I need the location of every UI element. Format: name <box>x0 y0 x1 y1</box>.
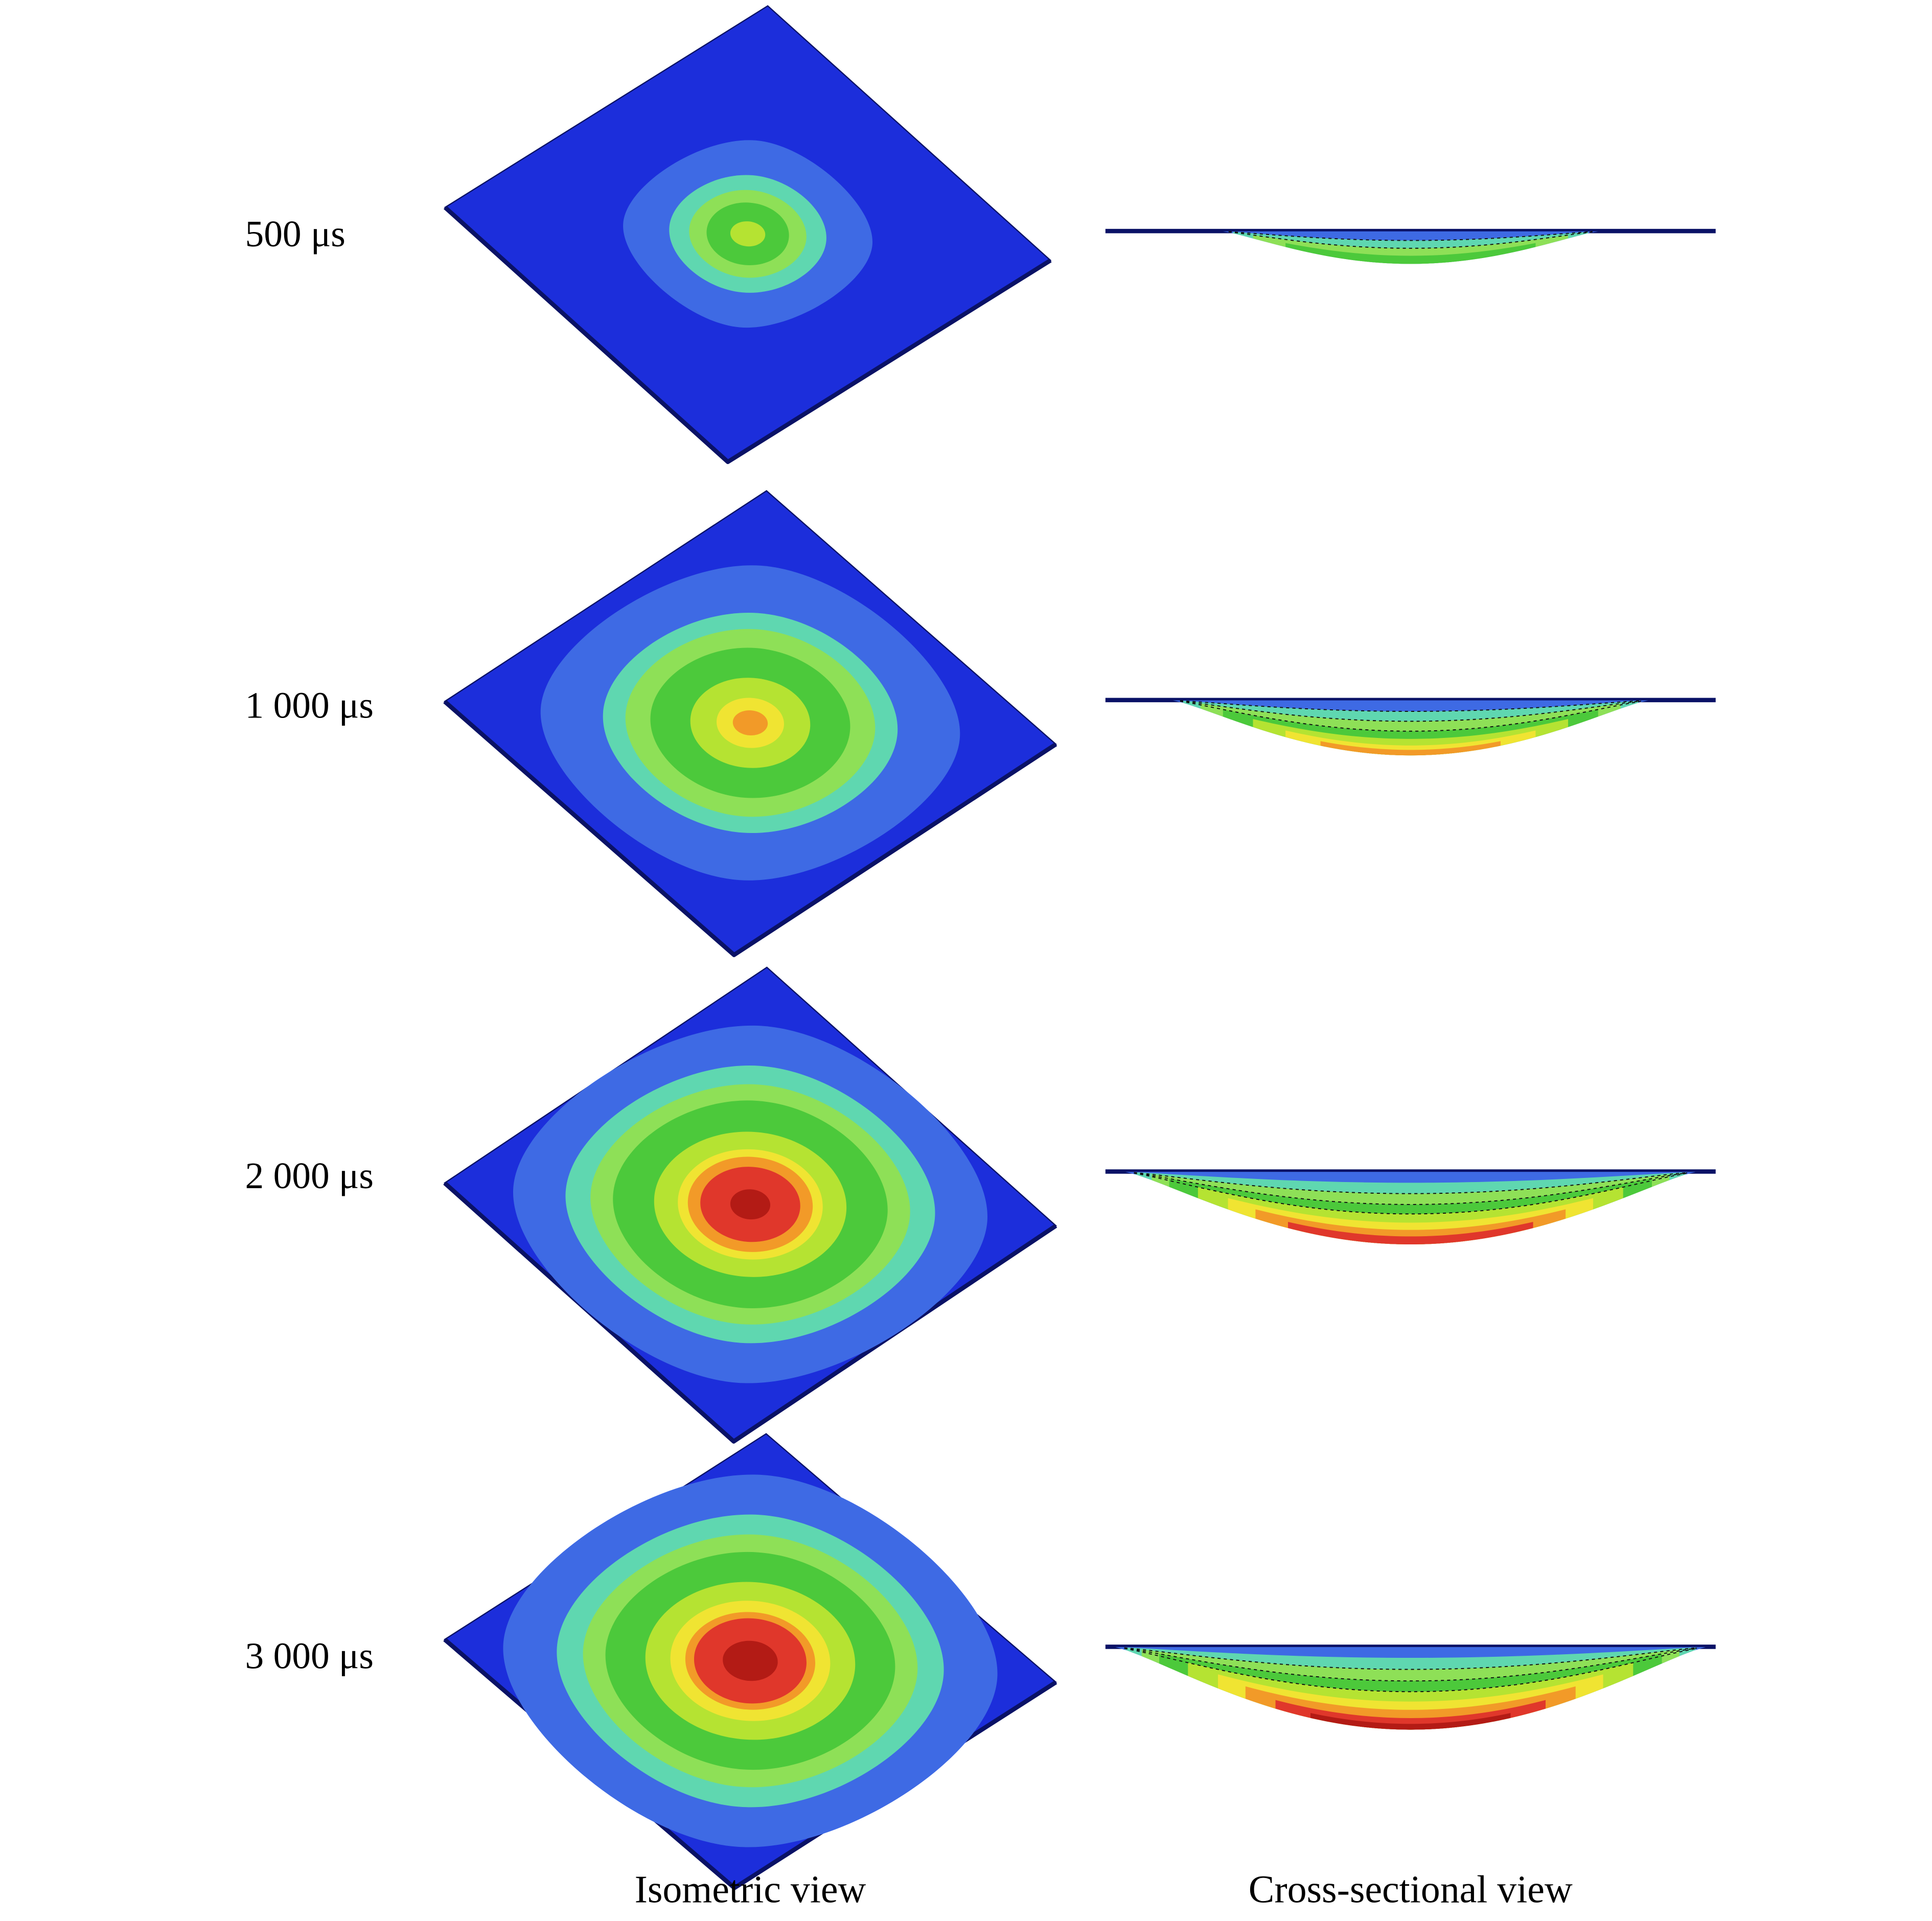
isometric-view-row-2 <box>443 490 1057 957</box>
contour-dashed-line <box>1228 231 1593 241</box>
row-label-500us: 500 μs <box>245 213 346 254</box>
contour-dashed-line <box>1124 1648 1697 1693</box>
plate-baseline <box>1105 1645 1716 1649</box>
contour-dashed-line <box>1180 700 1641 712</box>
contour-dashed-line <box>1134 1172 1688 1205</box>
contour-dashed-line <box>1134 1172 1688 1215</box>
contour-dashed-line <box>1124 1648 1697 1682</box>
contour-ring-darkred <box>723 1640 778 1681</box>
plate-thickness-edge <box>443 700 1057 957</box>
cross-section-row-4 <box>1105 1645 1716 1730</box>
plate-baseline <box>1105 698 1716 703</box>
row-label-2000us: 2 000 μs <box>245 1155 374 1196</box>
contour-dashed-line <box>1180 701 1641 732</box>
contour-ring-darkred <box>730 1189 771 1220</box>
deflection-band-green2 <box>1285 243 1536 264</box>
cross-section-row-3 <box>1105 1169 1716 1245</box>
caption-isometric-view: Isometric view <box>635 1868 866 1911</box>
isometric-view-row-3 <box>443 966 1057 1444</box>
deflection-band-orange <box>1320 741 1501 756</box>
plate-baseline <box>1105 228 1716 234</box>
contour-ring-orange <box>732 710 768 735</box>
isometric-view-row-4 <box>443 1433 1057 1890</box>
row-label-1000us: 1 000 μs <box>245 685 374 726</box>
contour-dashed-line <box>1228 231 1593 249</box>
contour-plots <box>443 5 1716 1890</box>
cross-section-row-2 <box>1105 698 1716 756</box>
plate-baseline <box>1105 1169 1716 1174</box>
contour-dashed-line <box>1134 1172 1688 1194</box>
contour-dashed-line <box>1124 1647 1697 1670</box>
cross-section-row-1 <box>1105 228 1716 264</box>
contour-ring-green3 <box>730 221 766 247</box>
plate-thickness-edge <box>443 1181 1057 1444</box>
row-label-3000us: 3 000 μs <box>245 1635 374 1677</box>
caption-cross-sectional-view: Cross-sectional view <box>1249 1868 1573 1911</box>
deflection-band-darkred <box>1310 1712 1511 1730</box>
plate-thickness-edge <box>443 205 1052 465</box>
contour-dashed-line <box>1180 700 1641 722</box>
deflection-band-red <box>1288 1221 1533 1245</box>
isometric-view-row-1 <box>443 5 1052 465</box>
